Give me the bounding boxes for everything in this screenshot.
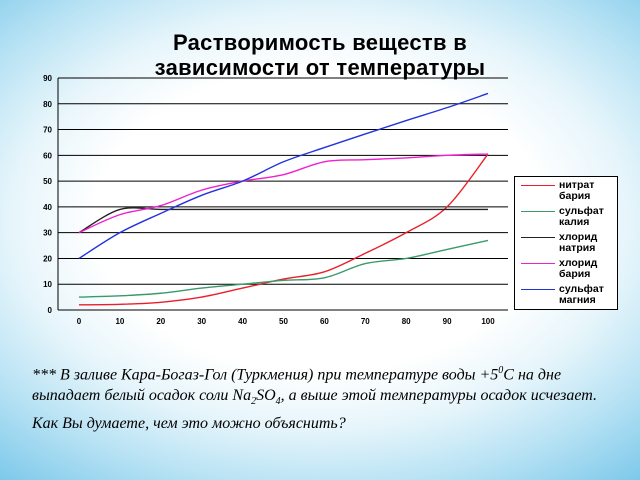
x-tick-label: 50	[279, 317, 288, 326]
x-tick-label: 20	[156, 317, 165, 326]
y-tick-label: 60	[43, 151, 52, 160]
chart-axes	[57, 78, 508, 311]
y-tick-label: 10	[43, 280, 52, 289]
x-tick-label: 70	[361, 317, 370, 326]
chart-series-lines	[78, 92, 489, 306]
y-tick-label: 20	[43, 254, 52, 263]
y-tick-label: 50	[43, 177, 52, 186]
x-axis-tick-labels: 0 10 20 30 40 50 60 70 80 90 100	[77, 317, 495, 326]
y-tick-label: 30	[43, 229, 52, 238]
legend-swatch	[521, 237, 555, 238]
legend-swatch	[521, 263, 555, 264]
legend-label-line: магния	[559, 294, 596, 306]
chart-legend: нитрат бария сульфат калия хлорид натрия хлори…	[514, 176, 618, 310]
x-tick-label: 40	[238, 317, 247, 326]
legend-label-line: сульфат	[559, 205, 604, 217]
legend-label-line: бария	[559, 268, 591, 280]
legend-swatch	[521, 289, 555, 290]
legend-label: сульфат магния	[559, 284, 619, 306]
note-middle: С на дне выпадает белый осадок соли Na	[32, 366, 562, 405]
legend-label: хлорид бария	[559, 258, 619, 280]
legend-label-line: хлорид	[559, 257, 598, 269]
legend-label-line: бария	[559, 190, 591, 202]
legend-label-line: калия	[559, 216, 590, 228]
legend-swatch	[521, 185, 555, 186]
y-tick-label: 40	[43, 203, 52, 212]
legend-label-line: хлорид	[559, 231, 598, 243]
question-note: *** В заливе Кара-Богаз-Гол (Туркмения) …	[32, 360, 612, 434]
y-tick-label: 80	[43, 100, 52, 109]
y-tick-label: 90	[43, 74, 52, 83]
chart-title-line-2: зависимости от температуры	[154, 55, 486, 80]
note-degree: 0	[498, 365, 504, 376]
note-prefix: *** В заливе Кара-Богаз-Гол (Туркмения) …	[32, 366, 499, 384]
y-tick-label: 70	[43, 126, 52, 135]
legend-label-line: натрия	[559, 242, 596, 254]
series-line	[78, 239, 489, 298]
legend-label-line: сульфат	[559, 283, 604, 295]
note-suffix: , а выше этой температуры осадок исчезае…	[32, 387, 598, 432]
legend-label: сульфат калия	[559, 206, 619, 228]
chart-gridlines	[58, 77, 508, 285]
y-tick-label: 0	[48, 306, 53, 315]
legend-swatch	[521, 211, 555, 212]
chart-title: Растворимость веществ в зависимости от т…	[0, 30, 640, 80]
x-tick-label: 90	[443, 317, 452, 326]
chart-title-line-1: Растворимость веществ в	[172, 30, 468, 55]
series-line	[78, 153, 489, 234]
x-tick-label: 60	[320, 317, 329, 326]
x-tick-label: 80	[402, 317, 411, 326]
legend-label-line: нитрат	[559, 179, 595, 191]
series-line	[78, 92, 489, 260]
note-sub-1: 2	[251, 396, 257, 408]
x-tick-label: 10	[115, 317, 124, 326]
x-tick-label: 100	[481, 317, 495, 326]
note-sub-2: 4	[275, 396, 281, 408]
series-line	[78, 207, 488, 234]
legend-label: хлорид натрия	[559, 232, 619, 254]
x-tick-label: 0	[77, 317, 82, 326]
legend-label: нитрат бария	[559, 180, 619, 202]
note-middle-2: SO	[256, 387, 276, 405]
series-line	[78, 153, 489, 306]
x-tick-label: 30	[197, 317, 206, 326]
y-axis-tick-labels: 0 10 20 30 40 50 60 70 80 90	[43, 74, 52, 315]
